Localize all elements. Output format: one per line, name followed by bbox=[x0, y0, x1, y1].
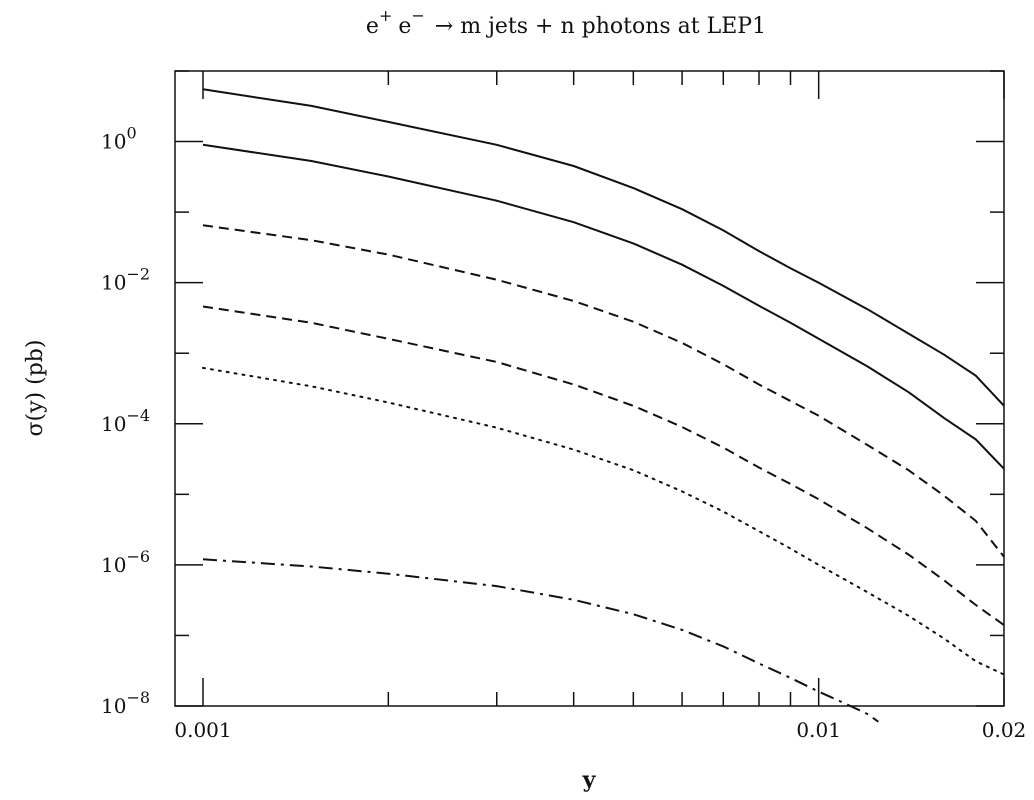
title-rest: → m jets + n photons at LEP1 bbox=[435, 14, 766, 39]
x-tick-label: 0.001 bbox=[174, 718, 231, 742]
x-tick-labels: 0.001 0.01 0.02 bbox=[174, 718, 1026, 742]
plot-frame bbox=[174, 70, 1005, 707]
x-tick-label: 0.02 bbox=[982, 718, 1027, 742]
title-lhs-e2: e bbox=[398, 14, 411, 39]
series-line-1 bbox=[202, 88, 1005, 407]
series-line-5 bbox=[202, 366, 1005, 676]
y-tick-label: 10−2 bbox=[101, 265, 150, 295]
axis-ticks bbox=[175, 70, 1005, 707]
chart-title: e+ e− → m jets + n photons at LEP1 bbox=[366, 6, 766, 39]
series-group bbox=[202, 88, 1005, 723]
y-axis-label: σ(y) (pb) bbox=[23, 340, 48, 437]
series-line-4 bbox=[202, 305, 1005, 626]
x-tick-label: 0.01 bbox=[796, 718, 841, 742]
title-lhs-e1: e bbox=[366, 14, 379, 39]
y-tick-label: 10−6 bbox=[101, 547, 150, 577]
y-tick-label: 10−8 bbox=[101, 688, 150, 718]
series-line-2 bbox=[202, 143, 1005, 470]
title-sup2: − bbox=[411, 6, 424, 25]
series-line-3 bbox=[202, 224, 1005, 558]
y-tick-labels: 100 10−2 10−4 10−6 10−8 bbox=[101, 124, 150, 718]
title-sup1: + bbox=[379, 6, 392, 25]
x-axis-label: y bbox=[582, 767, 597, 793]
series-line-6 bbox=[202, 558, 879, 723]
y-tick-label: 100 bbox=[101, 124, 137, 154]
y-tick-label: 10−4 bbox=[101, 406, 150, 436]
